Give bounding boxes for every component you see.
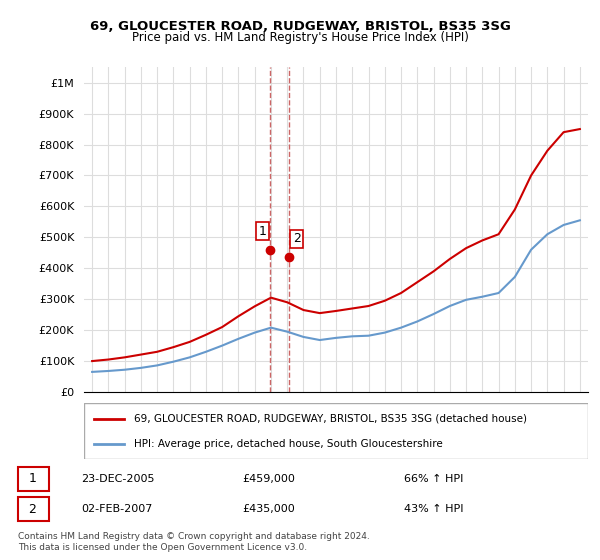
Text: £459,000: £459,000 — [242, 474, 295, 484]
Text: 69, GLOUCESTER ROAD, RUDGEWAY, BRISTOL, BS35 3SG: 69, GLOUCESTER ROAD, RUDGEWAY, BRISTOL, … — [89, 20, 511, 32]
FancyBboxPatch shape — [84, 403, 588, 459]
Text: Price paid vs. HM Land Registry's House Price Index (HPI): Price paid vs. HM Land Registry's House … — [131, 31, 469, 44]
Text: 69, GLOUCESTER ROAD, RUDGEWAY, BRISTOL, BS35 3SG (detached house): 69, GLOUCESTER ROAD, RUDGEWAY, BRISTOL, … — [134, 414, 527, 424]
Text: 66% ↑ HPI: 66% ↑ HPI — [404, 474, 463, 484]
Text: £435,000: £435,000 — [242, 504, 295, 514]
Text: 02-FEB-2007: 02-FEB-2007 — [81, 504, 152, 514]
Text: Contains HM Land Registry data © Crown copyright and database right 2024.
This d: Contains HM Land Registry data © Crown c… — [18, 532, 370, 552]
FancyBboxPatch shape — [18, 466, 49, 491]
Text: 43% ↑ HPI: 43% ↑ HPI — [404, 504, 463, 514]
Text: 2: 2 — [28, 502, 36, 516]
Text: 2: 2 — [293, 232, 301, 245]
Text: 1: 1 — [28, 472, 36, 486]
FancyBboxPatch shape — [18, 497, 49, 521]
Text: 23-DEC-2005: 23-DEC-2005 — [81, 474, 155, 484]
Text: 1: 1 — [259, 225, 266, 238]
Text: HPI: Average price, detached house, South Gloucestershire: HPI: Average price, detached house, Sout… — [134, 438, 443, 449]
